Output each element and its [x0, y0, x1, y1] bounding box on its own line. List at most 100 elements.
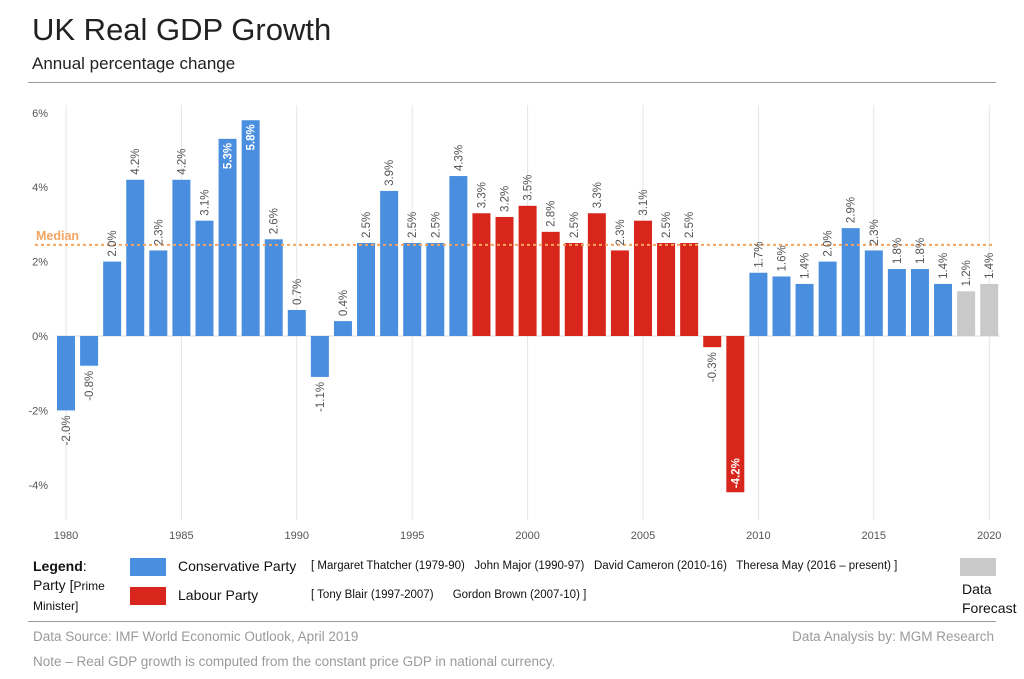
data-label-1989: 2.6%: [269, 208, 281, 234]
x-tick-label-2005: 2005: [631, 530, 655, 542]
data-label-1986: 3.1%: [199, 189, 211, 215]
y-tick-label-2%: 2%: [32, 257, 48, 269]
y-tick-label-6%: 6%: [32, 108, 48, 120]
labour-pm-list: [ Tony Blair (1997-2007) Gordon Brown (2…: [311, 589, 587, 601]
data-label-1998: 3.3%: [476, 182, 488, 208]
bar-2010: [749, 272, 768, 336]
legend-heading: Legend: [33, 558, 83, 574]
data-label-1981: -0.8%: [84, 371, 96, 401]
bar-1992: [333, 321, 352, 336]
data-label-1993: 2.5%: [361, 212, 373, 238]
median-line-group: Median: [35, 229, 995, 246]
y-tick-label-4%: 4%: [32, 182, 48, 194]
data-analysis-credit: Data Analysis by: MGM Research: [792, 629, 994, 644]
y-axis: -4% -2% 0% 2% 4% 6%: [28, 108, 48, 492]
data-label-1996: 2.5%: [430, 212, 442, 238]
data-label-2012: 1.4%: [800, 253, 812, 279]
data-label-1980: -2.0%: [61, 415, 73, 445]
footer-divider: [28, 621, 996, 622]
bar-2007: [680, 243, 699, 336]
data-label-2006: 2.5%: [661, 212, 673, 238]
data-label-2004: 2.3%: [615, 219, 627, 245]
conservative-pm-list: [ Margaret Thatcher (1979-90) John Major…: [311, 560, 898, 572]
bar-2017: [910, 269, 929, 336]
bar-1994: [380, 190, 399, 336]
data-label-1983: 4.2%: [130, 149, 142, 175]
bar-1991: [310, 336, 329, 377]
data-label-1984: 2.3%: [153, 219, 165, 245]
legend-party-text: Party [: [33, 577, 74, 593]
bar-2011: [772, 276, 791, 336]
x-axis: 1980 1985 1990 1995 2000 2005 2010 2015 2020: [54, 530, 1002, 542]
bar-1993: [357, 243, 376, 336]
data-label-2005: 3.1%: [638, 189, 650, 215]
data-label-1999: 3.2%: [500, 186, 512, 212]
data-label-2002: 2.5%: [569, 212, 581, 238]
bar-2012: [795, 283, 814, 336]
bar-2019: [957, 291, 976, 336]
bar-1985: [172, 179, 191, 336]
data-label-2017: 1.8%: [915, 238, 927, 264]
bar-2001: [541, 231, 560, 336]
x-tick-label-1985: 1985: [169, 530, 193, 542]
bar-1988: [241, 120, 260, 337]
data-label-2016: 1.8%: [892, 238, 904, 264]
labour-swatch: [130, 587, 166, 605]
data-label-2007: 2.5%: [684, 212, 696, 238]
bar-2000: [518, 205, 537, 336]
bar-1984: [149, 250, 168, 336]
bar-2009: [726, 336, 745, 493]
bar-1987: [218, 138, 237, 336]
data-label-1997: 4.3%: [453, 145, 465, 171]
legend-title: Legend: Party [Prime Minister]: [33, 557, 105, 616]
data-label-1991: -1.1%: [315, 382, 327, 412]
data-label-2018: 1.4%: [938, 253, 950, 279]
legend-minister-text: Minister]: [33, 599, 79, 613]
data-label-1987: 5.3%: [223, 143, 235, 169]
bar-2005: [634, 220, 652, 336]
forecast-swatch: [960, 558, 996, 576]
bar-2004: [610, 250, 629, 336]
bar-1998: [472, 213, 491, 336]
data-label-2009: -4.2%: [730, 458, 742, 488]
bar-1986: [195, 220, 214, 336]
legend-colon: :: [82, 558, 87, 574]
bar-2020: [980, 283, 999, 336]
bar-2013: [818, 261, 837, 336]
data-label-2013: 2.0%: [823, 230, 835, 256]
bar-2006: [657, 243, 676, 336]
data-label-2011: 1.6%: [776, 245, 788, 271]
chart-title: UK Real GDP Growth: [32, 12, 332, 47]
bar-2002: [564, 243, 583, 336]
bar-2018: [934, 283, 953, 336]
data-label-1988: 5.8%: [246, 124, 258, 150]
data-label-2015: 2.3%: [869, 219, 881, 245]
x-tick-label-1995: 1995: [400, 530, 424, 542]
bar-1983: [126, 179, 145, 336]
bar-1982: [103, 261, 122, 336]
data-label-2020: 1.4%: [984, 253, 996, 279]
x-tick-label-2020: 2020: [977, 530, 1001, 542]
data-label-2014: 2.9%: [846, 197, 858, 223]
bar-2008: [703, 336, 722, 348]
bar-2016: [887, 269, 906, 336]
x-tick-label-2010: 2010: [746, 530, 770, 542]
x-tick-label-2000: 2000: [515, 530, 539, 542]
conservative-swatch: [130, 558, 166, 576]
y-tick-label-0%: 0%: [32, 331, 48, 343]
x-tick-label-1980: 1980: [54, 530, 78, 542]
data-label-1992: 0.4%: [338, 290, 350, 316]
forecast-label-line2: Forecast: [962, 600, 1017, 616]
bar-1989: [264, 239, 283, 336]
bar-1990: [287, 309, 306, 336]
data-label-1982: 2.0%: [107, 230, 119, 256]
data-label-2000: 3.5%: [523, 175, 535, 201]
gdp-bar-chart: -4% -2% 0% 2% 4% 6% Median -2.0% -0.8% 2.0% 4.2%…: [28, 105, 1002, 542]
data-label-2019: 1.2%: [961, 260, 973, 286]
bar-1996: [426, 243, 445, 336]
data-source: Data Source: IMF World Economic Outlook,…: [33, 629, 359, 644]
bar-1995: [403, 243, 422, 336]
data-label-2010: 1.7%: [753, 242, 765, 268]
bar-2014: [841, 228, 860, 336]
bar-2015: [864, 250, 883, 336]
